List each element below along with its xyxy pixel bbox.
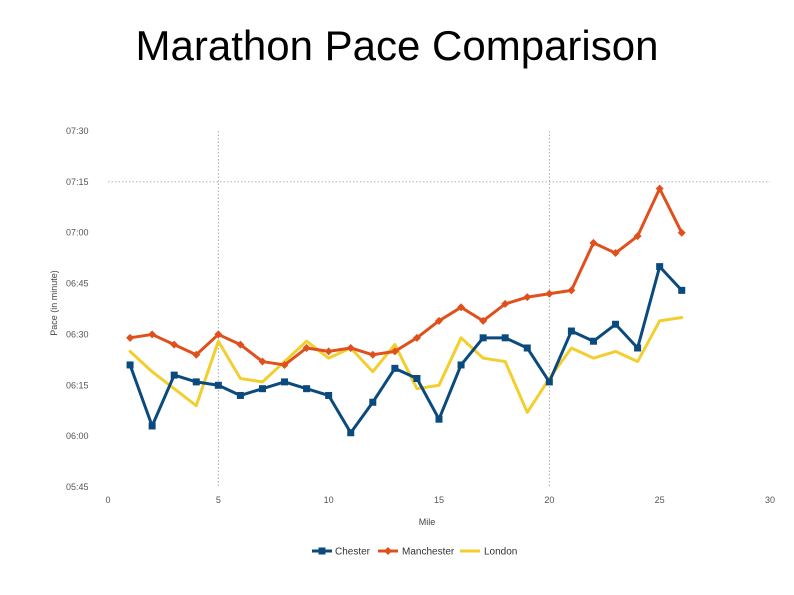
x-tick-label: 10	[324, 495, 334, 505]
data-point-manchester	[280, 360, 289, 369]
data-point-chester	[678, 286, 686, 294]
legend-item-london: London	[460, 547, 517, 558]
data-point-chester	[281, 378, 289, 386]
data-point-manchester	[368, 350, 377, 359]
data-point-chester	[325, 391, 333, 399]
data-point-manchester	[126, 333, 135, 342]
data-point-chester	[656, 263, 664, 271]
data-point-manchester	[633, 232, 642, 241]
x-tick-label: 5	[216, 495, 221, 505]
series-line-chester	[128, 265, 684, 435]
series-line-manchester	[128, 187, 684, 367]
data-point-manchester	[148, 330, 157, 339]
data-point-chester	[457, 361, 465, 369]
slide-title: Marathon Pace Comparison	[135, 22, 659, 69]
data-point-manchester	[412, 333, 421, 342]
data-point-chester	[501, 334, 509, 342]
data-point-chester	[214, 381, 222, 389]
series-london	[128, 315, 684, 414]
data-point-manchester	[501, 299, 510, 308]
legend-marker-manchester	[384, 547, 392, 555]
data-point-manchester	[457, 303, 466, 312]
data-point-manchester	[324, 347, 333, 356]
x-tick-label: 25	[655, 495, 665, 505]
data-point-chester	[303, 385, 311, 393]
legend-item-manchester: Manchester	[378, 547, 455, 558]
data-point-manchester	[302, 343, 311, 352]
data-point-chester	[545, 378, 553, 386]
data-point-chester	[369, 398, 377, 406]
data-point-manchester	[677, 228, 686, 237]
data-point-chester	[479, 334, 487, 342]
data-point-chester	[567, 327, 575, 335]
data-point-manchester	[435, 316, 443, 325]
y-tick-label: 06:15	[66, 380, 89, 390]
data-point-chester	[413, 375, 421, 383]
legend-item-chester: Chester	[312, 547, 371, 558]
data-point-chester	[589, 337, 597, 345]
data-point-manchester	[567, 286, 576, 295]
y-tick-label: 07:15	[66, 177, 89, 187]
data-point-manchester	[214, 330, 223, 339]
legend-label-manchester: Manchester	[402, 547, 455, 558]
data-point-chester	[347, 429, 355, 437]
y-tick-label: 07:30	[66, 126, 89, 136]
data-point-manchester	[479, 316, 488, 325]
legend-label-chester: Chester	[335, 547, 371, 558]
x-axis-title: Mile	[419, 517, 436, 527]
data-point-chester	[258, 385, 266, 393]
x-tick-label: 0	[105, 495, 110, 505]
data-point-manchester	[346, 343, 355, 352]
data-point-chester	[435, 415, 443, 423]
data-point-manchester	[523, 293, 532, 302]
x-tick-label: 15	[434, 495, 444, 505]
data-point-chester	[634, 344, 642, 352]
data-point-chester	[523, 344, 531, 352]
data-point-chester	[148, 422, 156, 430]
data-point-chester	[126, 361, 134, 369]
y-tick-label: 06:45	[66, 279, 89, 289]
x-tick-label: 20	[544, 495, 554, 505]
data-point-manchester	[589, 238, 598, 247]
y-tick-label: 07:00	[66, 228, 89, 238]
data-point-manchester	[236, 340, 245, 349]
data-point-chester	[612, 320, 620, 328]
data-point-manchester	[170, 340, 179, 349]
data-point-chester	[236, 391, 244, 399]
data-point-chester	[391, 364, 399, 372]
data-point-manchester	[390, 347, 399, 356]
legend-marker-chester	[318, 547, 326, 555]
series-chester	[126, 263, 686, 437]
data-point-chester	[170, 371, 178, 379]
x-tick-label: 30	[765, 495, 775, 505]
data-point-chester	[192, 378, 200, 386]
series-line-london	[128, 315, 684, 414]
data-point-manchester	[258, 357, 267, 366]
y-tick-label: 06:00	[66, 431, 89, 441]
legend-label-london: London	[484, 547, 517, 558]
data-point-manchester	[192, 350, 201, 359]
data-point-manchester	[655, 184, 664, 193]
data-point-manchester	[611, 249, 620, 258]
series-manchester	[126, 184, 686, 369]
y-tick-label: 05:45	[66, 482, 89, 492]
y-tick-label: 06:30	[66, 329, 89, 339]
data-point-manchester	[545, 289, 554, 298]
y-axis-title: Pace (in minute)	[49, 270, 59, 336]
